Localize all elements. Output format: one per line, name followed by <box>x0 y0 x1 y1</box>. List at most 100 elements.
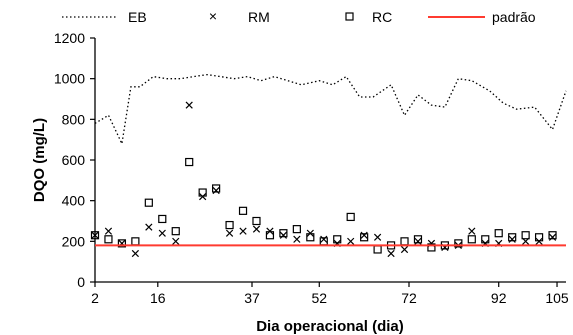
series-rm-point <box>131 249 139 258</box>
marker-stroke <box>225 229 234 237</box>
marker-stroke <box>145 223 153 231</box>
y-axis-title: DQO (mg/L) <box>31 118 48 202</box>
marker-stroke <box>212 186 220 195</box>
series-rc-point <box>144 198 153 207</box>
series-rm-point <box>212 186 220 195</box>
marker-stroke <box>252 225 261 233</box>
series-rm-point <box>293 235 301 243</box>
legend-rm-swatch: × <box>209 8 217 24</box>
series-rc-point <box>413 235 423 244</box>
series-rc-point <box>185 157 194 167</box>
x-tick-label: 52 <box>311 290 327 306</box>
series-rc-point <box>534 233 544 242</box>
y-tick-label: 1200 <box>54 30 85 46</box>
y-tick-label: 400 <box>62 193 86 209</box>
y-tick-label: 1000 <box>54 71 85 87</box>
series-rm-point <box>373 233 382 241</box>
series-rc-point <box>212 184 221 193</box>
legend-padrao-label: padrão <box>492 9 536 25</box>
series-layer <box>90 73 567 258</box>
series-rc-point <box>400 237 409 246</box>
x-tick-label: 105 <box>545 290 569 306</box>
marker-stroke <box>131 249 139 258</box>
y-tick-label: 0 <box>77 274 85 290</box>
series-rc-point <box>131 237 140 246</box>
series-rm-point <box>360 231 368 239</box>
series-rm-point <box>225 229 234 237</box>
x-tick-label: 92 <box>491 290 507 306</box>
y-tick-label: 200 <box>62 233 86 249</box>
series-rc-point <box>117 239 127 248</box>
x-tick-label: 16 <box>150 290 166 306</box>
marker-stroke <box>158 229 166 237</box>
series-rm-point <box>548 233 557 241</box>
series-rm-point <box>145 223 153 231</box>
marker-stroke <box>387 249 395 258</box>
marker-stroke <box>185 101 193 109</box>
x-axis-title: Dia operacional (dia) <box>256 318 404 335</box>
series-rc-point <box>508 233 517 242</box>
marker-stroke <box>293 235 301 243</box>
series-rc-point <box>238 206 248 215</box>
series-rc-point <box>494 229 503 238</box>
marker-stroke <box>279 231 288 239</box>
marker-stroke <box>468 227 476 235</box>
series-rc-point <box>306 233 315 242</box>
series-rm-point <box>508 235 516 243</box>
y-tick-label: 800 <box>62 111 86 127</box>
marker-stroke <box>508 235 516 243</box>
series-rc-point <box>90 231 100 240</box>
series-rm-point <box>347 237 355 245</box>
legend-eb-label: EB <box>128 9 147 25</box>
series-rm-point <box>104 227 113 235</box>
series-rc-point <box>279 229 288 238</box>
marker-stroke <box>373 233 382 241</box>
series-rc-point <box>481 235 490 244</box>
series-rc-point <box>467 235 476 244</box>
series-rm-point <box>320 235 328 243</box>
series-rc-point <box>346 212 355 222</box>
legend: EB × RM RC padrão <box>62 8 536 25</box>
series-rm-point <box>91 231 99 239</box>
y-tick-label: 600 <box>62 152 86 168</box>
series-rc-point <box>521 231 530 240</box>
series-eb-line <box>94 73 567 146</box>
series-rc-point <box>427 243 436 252</box>
marker-stroke <box>360 231 368 239</box>
series-rc-point <box>292 225 301 234</box>
series-rc-point <box>104 235 113 244</box>
series-rc-point <box>252 216 261 226</box>
series-rc-point <box>171 227 180 236</box>
legend-rc-swatch <box>345 12 354 21</box>
marker-stroke <box>91 231 99 239</box>
series-rc-point <box>333 235 342 244</box>
series-rm-point <box>172 237 180 245</box>
series-rc-point <box>360 233 369 242</box>
series-rm-point <box>414 237 422 245</box>
marker-stroke <box>414 237 422 245</box>
legend-rm-label: RM <box>248 9 270 25</box>
y-ticks: 0 200 400 600 800 1000 1200 <box>54 30 95 290</box>
series-rm-point <box>158 229 166 237</box>
series-rm-point <box>387 249 395 258</box>
marker-stroke <box>548 233 557 241</box>
marker-stroke <box>347 237 355 245</box>
series-rm-point <box>468 227 476 235</box>
series-rc-point <box>265 231 275 240</box>
series-rm-point <box>239 227 247 235</box>
series-rc-point <box>454 239 463 248</box>
x-ticks: 2 16 37 52 72 92 105 <box>91 282 569 306</box>
series-rc-point <box>198 188 207 197</box>
marker-stroke <box>400 245 409 254</box>
series-rm-point <box>252 225 261 233</box>
series-rc-point <box>158 214 167 224</box>
x-tick-label: 2 <box>91 290 99 306</box>
series-rm-point <box>185 101 193 109</box>
series-rc-point <box>225 220 234 230</box>
marker-stroke <box>172 237 180 245</box>
legend-rc-label: RC <box>372 9 392 25</box>
x-tick-label: 72 <box>401 290 417 306</box>
marker-stroke <box>239 227 247 235</box>
x-tick-label: 37 <box>244 290 260 306</box>
